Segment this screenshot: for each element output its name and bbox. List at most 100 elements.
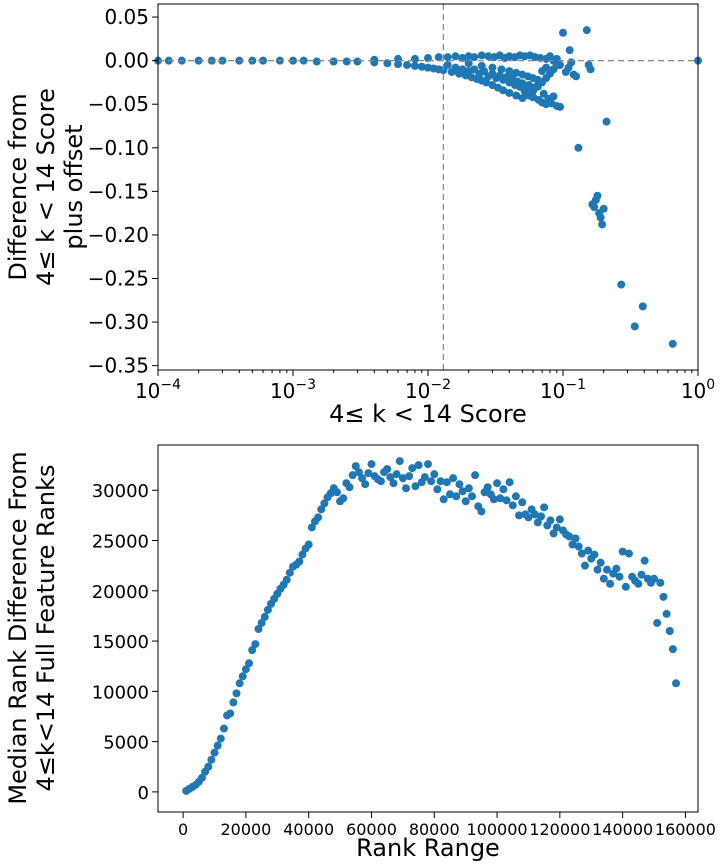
bottom-point xyxy=(364,469,373,478)
bottom-point xyxy=(546,516,555,525)
bottom-point xyxy=(260,612,269,621)
top-point xyxy=(668,339,677,348)
bottom-point xyxy=(320,499,329,508)
top-point xyxy=(458,65,467,74)
bottom-point xyxy=(304,540,313,549)
top-point xyxy=(572,72,581,81)
top-point xyxy=(417,62,426,71)
bottom-point xyxy=(555,515,564,524)
bottom-point xyxy=(238,672,247,681)
bottom-y-tick-label: 0 xyxy=(138,783,149,804)
bottom-point xyxy=(383,465,392,474)
bottom-point xyxy=(361,480,370,489)
top-point xyxy=(582,26,591,35)
bottom-point xyxy=(376,477,385,486)
top-point xyxy=(525,81,534,90)
top-point xyxy=(531,82,540,91)
bottom-point xyxy=(207,755,216,764)
bottom-point xyxy=(524,513,533,522)
top-point xyxy=(630,322,639,331)
top-point xyxy=(434,53,443,62)
bottom-point xyxy=(606,579,615,588)
bottom-point xyxy=(235,679,244,688)
bottom-point xyxy=(285,568,294,577)
bottom-point xyxy=(653,618,662,627)
bottom-point xyxy=(665,627,674,636)
bottom-chart-points xyxy=(182,457,681,795)
bottom-point xyxy=(358,474,367,483)
bottom-point xyxy=(659,592,668,601)
bottom-x-tick-label: 100000 xyxy=(467,820,528,839)
bottom-point xyxy=(248,646,257,655)
top-point xyxy=(512,68,521,77)
top-point xyxy=(484,52,493,61)
bottom-point xyxy=(298,550,307,559)
bottom-point xyxy=(464,484,473,493)
top-point xyxy=(574,143,583,152)
top-point xyxy=(533,75,542,84)
bottom-point xyxy=(571,534,580,543)
top-point xyxy=(599,204,608,213)
bottom-point xyxy=(499,485,508,494)
bottom-point xyxy=(348,471,357,480)
top-y-tick-label: −0.25 xyxy=(88,267,149,291)
bottom-point xyxy=(210,748,219,757)
bottom-point xyxy=(439,495,448,504)
bottom-point xyxy=(314,513,323,522)
bottom-y-tick-label: 20000 xyxy=(92,582,149,603)
bottom-x-tick-label: 120000 xyxy=(529,820,590,839)
bottom-point xyxy=(511,492,520,501)
top-point xyxy=(394,54,403,63)
bottom-point xyxy=(452,492,461,501)
bottom-y-tick-label: 15000 xyxy=(92,632,149,653)
top-point xyxy=(638,302,647,311)
bottom-point xyxy=(392,470,401,479)
bottom-point xyxy=(549,529,558,538)
bottom-point xyxy=(442,478,451,487)
bottom-point xyxy=(414,461,423,470)
bottom-point xyxy=(332,488,341,497)
bottom-point xyxy=(502,496,511,505)
bottom-point xyxy=(668,645,677,654)
bottom-x-tick-label: 40000 xyxy=(283,820,334,839)
bottom-y-axis-label-line1: Median Rank Difference From xyxy=(4,451,32,804)
top-point xyxy=(590,203,599,212)
bottom-point xyxy=(477,507,486,516)
bottom-point xyxy=(395,457,404,466)
top-point xyxy=(451,63,460,72)
bottom-y-tick-label: 30000 xyxy=(92,481,149,502)
bottom-point xyxy=(496,494,505,503)
top-y-tick-label: 0.00 xyxy=(104,49,149,73)
top-point xyxy=(559,28,567,37)
top-point xyxy=(458,54,467,63)
top-point xyxy=(505,88,514,97)
bottom-point xyxy=(229,698,238,707)
bottom-point xyxy=(615,572,624,581)
bottom-point xyxy=(515,511,524,520)
bottom-point xyxy=(433,485,442,494)
bottom-point xyxy=(295,557,304,566)
bottom-point xyxy=(568,540,577,549)
top-point xyxy=(512,91,521,100)
bottom-point xyxy=(483,483,492,492)
bottom-x-axis: 0 20000 40000 60000 80000 100000 120000 140000 1… xyxy=(178,812,716,839)
bottom-point xyxy=(398,474,407,483)
top-point xyxy=(617,280,626,289)
top-point xyxy=(403,61,412,69)
bottom-x-axis-label: Rank Range xyxy=(356,834,500,862)
bottom-point xyxy=(640,556,649,565)
top-point xyxy=(464,59,473,68)
top-point xyxy=(567,58,576,67)
bottom-point xyxy=(621,582,630,591)
top-chart-points xyxy=(154,26,702,348)
bottom-point xyxy=(257,618,266,627)
bottom-point xyxy=(508,501,517,510)
bottom-x-tick-label: 0 xyxy=(178,820,188,839)
bottom-point xyxy=(254,625,263,634)
top-point xyxy=(555,61,564,69)
bottom-point xyxy=(552,523,561,532)
bottom-point xyxy=(458,487,467,496)
top-point xyxy=(370,55,379,64)
bottom-y-tick-label: 5000 xyxy=(103,733,149,754)
